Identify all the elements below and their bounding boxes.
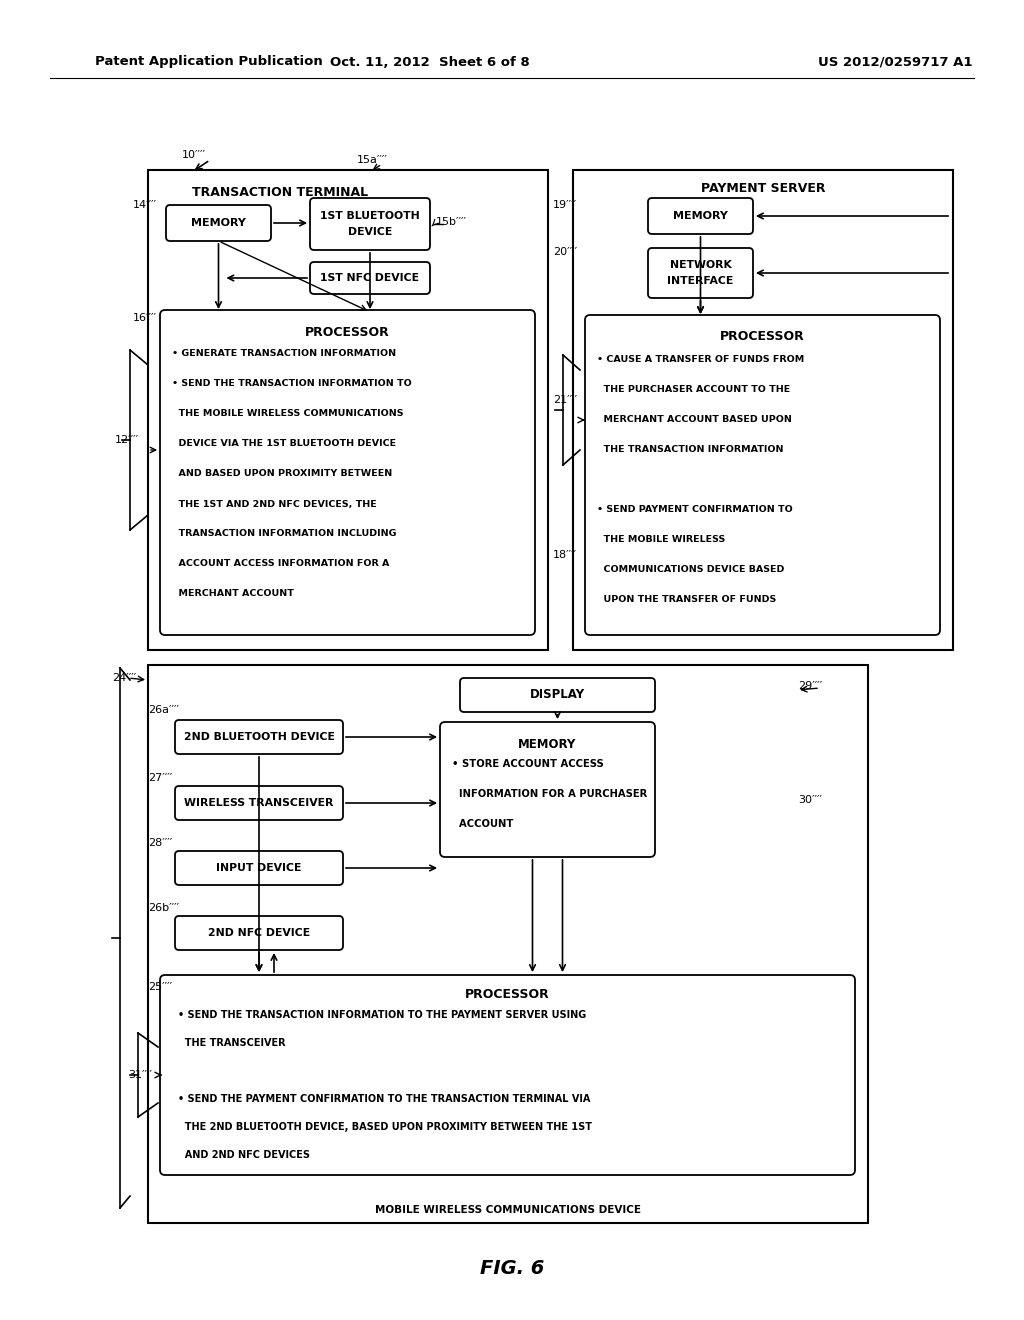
Text: 30′′′′: 30′′′′ xyxy=(798,795,822,805)
Text: ACCOUNT: ACCOUNT xyxy=(452,818,513,829)
Text: THE 1ST AND 2ND NFC DEVICES, THE: THE 1ST AND 2ND NFC DEVICES, THE xyxy=(172,499,377,508)
FancyBboxPatch shape xyxy=(585,315,940,635)
Text: 31′′′′: 31′′′′ xyxy=(128,1071,152,1080)
Text: • STORE ACCOUNT ACCESS: • STORE ACCOUNT ACCESS xyxy=(452,759,604,770)
Text: • GENERATE TRANSACTION INFORMATION: • GENERATE TRANSACTION INFORMATION xyxy=(172,350,396,359)
Text: • SEND PAYMENT CONFIRMATION TO: • SEND PAYMENT CONFIRMATION TO xyxy=(597,504,793,513)
Text: THE TRANSCEIVER: THE TRANSCEIVER xyxy=(178,1038,286,1048)
Text: Patent Application Publication: Patent Application Publication xyxy=(95,55,323,69)
FancyBboxPatch shape xyxy=(440,722,655,857)
FancyBboxPatch shape xyxy=(460,678,655,711)
Text: MEMORY: MEMORY xyxy=(191,218,246,228)
Text: 19′′′′: 19′′′′ xyxy=(553,201,578,210)
Text: DISPLAY: DISPLAY xyxy=(530,689,585,701)
Text: THE TRANSACTION INFORMATION: THE TRANSACTION INFORMATION xyxy=(597,445,783,454)
FancyBboxPatch shape xyxy=(175,851,343,884)
Text: WIRELESS TRANSCEIVER: WIRELESS TRANSCEIVER xyxy=(184,799,334,808)
Text: US 2012/0259717 A1: US 2012/0259717 A1 xyxy=(818,55,972,69)
Text: MEMORY: MEMORY xyxy=(673,211,728,220)
Text: MERCHANT ACCOUNT BASED UPON: MERCHANT ACCOUNT BASED UPON xyxy=(597,414,792,424)
FancyBboxPatch shape xyxy=(160,975,855,1175)
Text: 14′′′′: 14′′′′ xyxy=(133,201,157,210)
Text: PROCESSOR: PROCESSOR xyxy=(465,989,550,1002)
FancyBboxPatch shape xyxy=(310,261,430,294)
Text: PROCESSOR: PROCESSOR xyxy=(720,330,805,343)
Text: INFORMATION FOR A PURCHASER: INFORMATION FOR A PURCHASER xyxy=(452,789,647,799)
FancyBboxPatch shape xyxy=(160,310,535,635)
Text: THE 2ND BLUETOOTH DEVICE, BASED UPON PROXIMITY BETWEEN THE 1ST: THE 2ND BLUETOOTH DEVICE, BASED UPON PRO… xyxy=(178,1122,592,1133)
Text: 15b′′′′: 15b′′′′ xyxy=(436,216,467,227)
Text: • SEND THE TRANSACTION INFORMATION TO: • SEND THE TRANSACTION INFORMATION TO xyxy=(172,380,412,388)
Text: 28′′′′: 28′′′′ xyxy=(148,838,172,847)
Bar xyxy=(148,665,868,1224)
Text: MOBILE WIRELESS COMMUNICATIONS DEVICE: MOBILE WIRELESS COMMUNICATIONS DEVICE xyxy=(375,1205,641,1214)
Text: AND BASED UPON PROXIMITY BETWEEN: AND BASED UPON PROXIMITY BETWEEN xyxy=(172,470,392,479)
Text: MERCHANT ACCOUNT: MERCHANT ACCOUNT xyxy=(172,590,294,598)
Text: 10′′′′: 10′′′′ xyxy=(182,150,206,160)
Bar xyxy=(573,170,953,649)
FancyBboxPatch shape xyxy=(310,198,430,249)
Text: 12′′′′: 12′′′′ xyxy=(115,436,139,445)
Text: INTERFACE: INTERFACE xyxy=(668,276,733,286)
Text: 21′′′′: 21′′′′ xyxy=(553,395,578,405)
Text: 16′′′′: 16′′′′ xyxy=(133,313,157,323)
Text: THE MOBILE WIRELESS: THE MOBILE WIRELESS xyxy=(597,535,725,544)
Text: • CAUSE A TRANSFER OF FUNDS FROM: • CAUSE A TRANSFER OF FUNDS FROM xyxy=(597,355,804,363)
Text: 29′′′′: 29′′′′ xyxy=(798,681,822,690)
Text: • SEND THE TRANSACTION INFORMATION TO THE PAYMENT SERVER USING: • SEND THE TRANSACTION INFORMATION TO TH… xyxy=(178,1010,587,1020)
Text: 20′′′′: 20′′′′ xyxy=(553,247,578,257)
Text: 26b′′′′: 26b′′′′ xyxy=(148,903,179,913)
Text: 2ND BLUETOOTH DEVICE: 2ND BLUETOOTH DEVICE xyxy=(183,733,335,742)
FancyBboxPatch shape xyxy=(648,248,753,298)
FancyBboxPatch shape xyxy=(175,719,343,754)
Text: 25′′′′: 25′′′′ xyxy=(148,982,172,993)
FancyBboxPatch shape xyxy=(175,785,343,820)
Text: AND 2ND NFC DEVICES: AND 2ND NFC DEVICES xyxy=(178,1150,310,1160)
Text: INPUT DEVICE: INPUT DEVICE xyxy=(216,863,302,873)
Text: 18′′′′: 18′′′′ xyxy=(553,550,578,560)
Text: THE PURCHASER ACCOUNT TO THE: THE PURCHASER ACCOUNT TO THE xyxy=(597,384,791,393)
Text: FIG. 6: FIG. 6 xyxy=(480,1258,544,1278)
Text: ACCOUNT ACCESS INFORMATION FOR A: ACCOUNT ACCESS INFORMATION FOR A xyxy=(172,560,389,569)
Text: 2ND NFC DEVICE: 2ND NFC DEVICE xyxy=(208,928,310,939)
Text: THE MOBILE WIRELESS COMMUNICATIONS: THE MOBILE WIRELESS COMMUNICATIONS xyxy=(172,409,403,418)
Text: 1ST BLUETOOTH: 1ST BLUETOOTH xyxy=(321,211,420,220)
Text: 15a′′′′: 15a′′′′ xyxy=(357,154,388,165)
Text: 24′′′′: 24′′′′ xyxy=(112,673,136,682)
Bar xyxy=(148,170,548,649)
Text: 27′′′′: 27′′′′ xyxy=(148,774,172,783)
Text: 26a′′′′: 26a′′′′ xyxy=(148,705,179,715)
Text: PAYMENT SERVER: PAYMENT SERVER xyxy=(700,181,825,194)
Text: 1ST NFC DEVICE: 1ST NFC DEVICE xyxy=(321,273,420,282)
Text: TRANSACTION TERMINAL: TRANSACTION TERMINAL xyxy=(191,186,368,198)
Text: DEVICE: DEVICE xyxy=(348,227,392,238)
Text: DEVICE VIA THE 1ST BLUETOOTH DEVICE: DEVICE VIA THE 1ST BLUETOOTH DEVICE xyxy=(172,440,396,449)
Text: NETWORK: NETWORK xyxy=(670,260,731,271)
FancyBboxPatch shape xyxy=(166,205,271,242)
Text: Oct. 11, 2012  Sheet 6 of 8: Oct. 11, 2012 Sheet 6 of 8 xyxy=(330,55,529,69)
Text: COMMUNICATIONS DEVICE BASED: COMMUNICATIONS DEVICE BASED xyxy=(597,565,784,573)
Text: • SEND THE PAYMENT CONFIRMATION TO THE TRANSACTION TERMINAL VIA: • SEND THE PAYMENT CONFIRMATION TO THE T… xyxy=(178,1094,591,1104)
Text: PROCESSOR: PROCESSOR xyxy=(305,326,390,338)
FancyBboxPatch shape xyxy=(175,916,343,950)
Text: UPON THE TRANSFER OF FUNDS: UPON THE TRANSFER OF FUNDS xyxy=(597,594,776,603)
Text: MEMORY: MEMORY xyxy=(518,738,577,751)
Text: TRANSACTION INFORMATION INCLUDING: TRANSACTION INFORMATION INCLUDING xyxy=(172,529,396,539)
FancyBboxPatch shape xyxy=(648,198,753,234)
